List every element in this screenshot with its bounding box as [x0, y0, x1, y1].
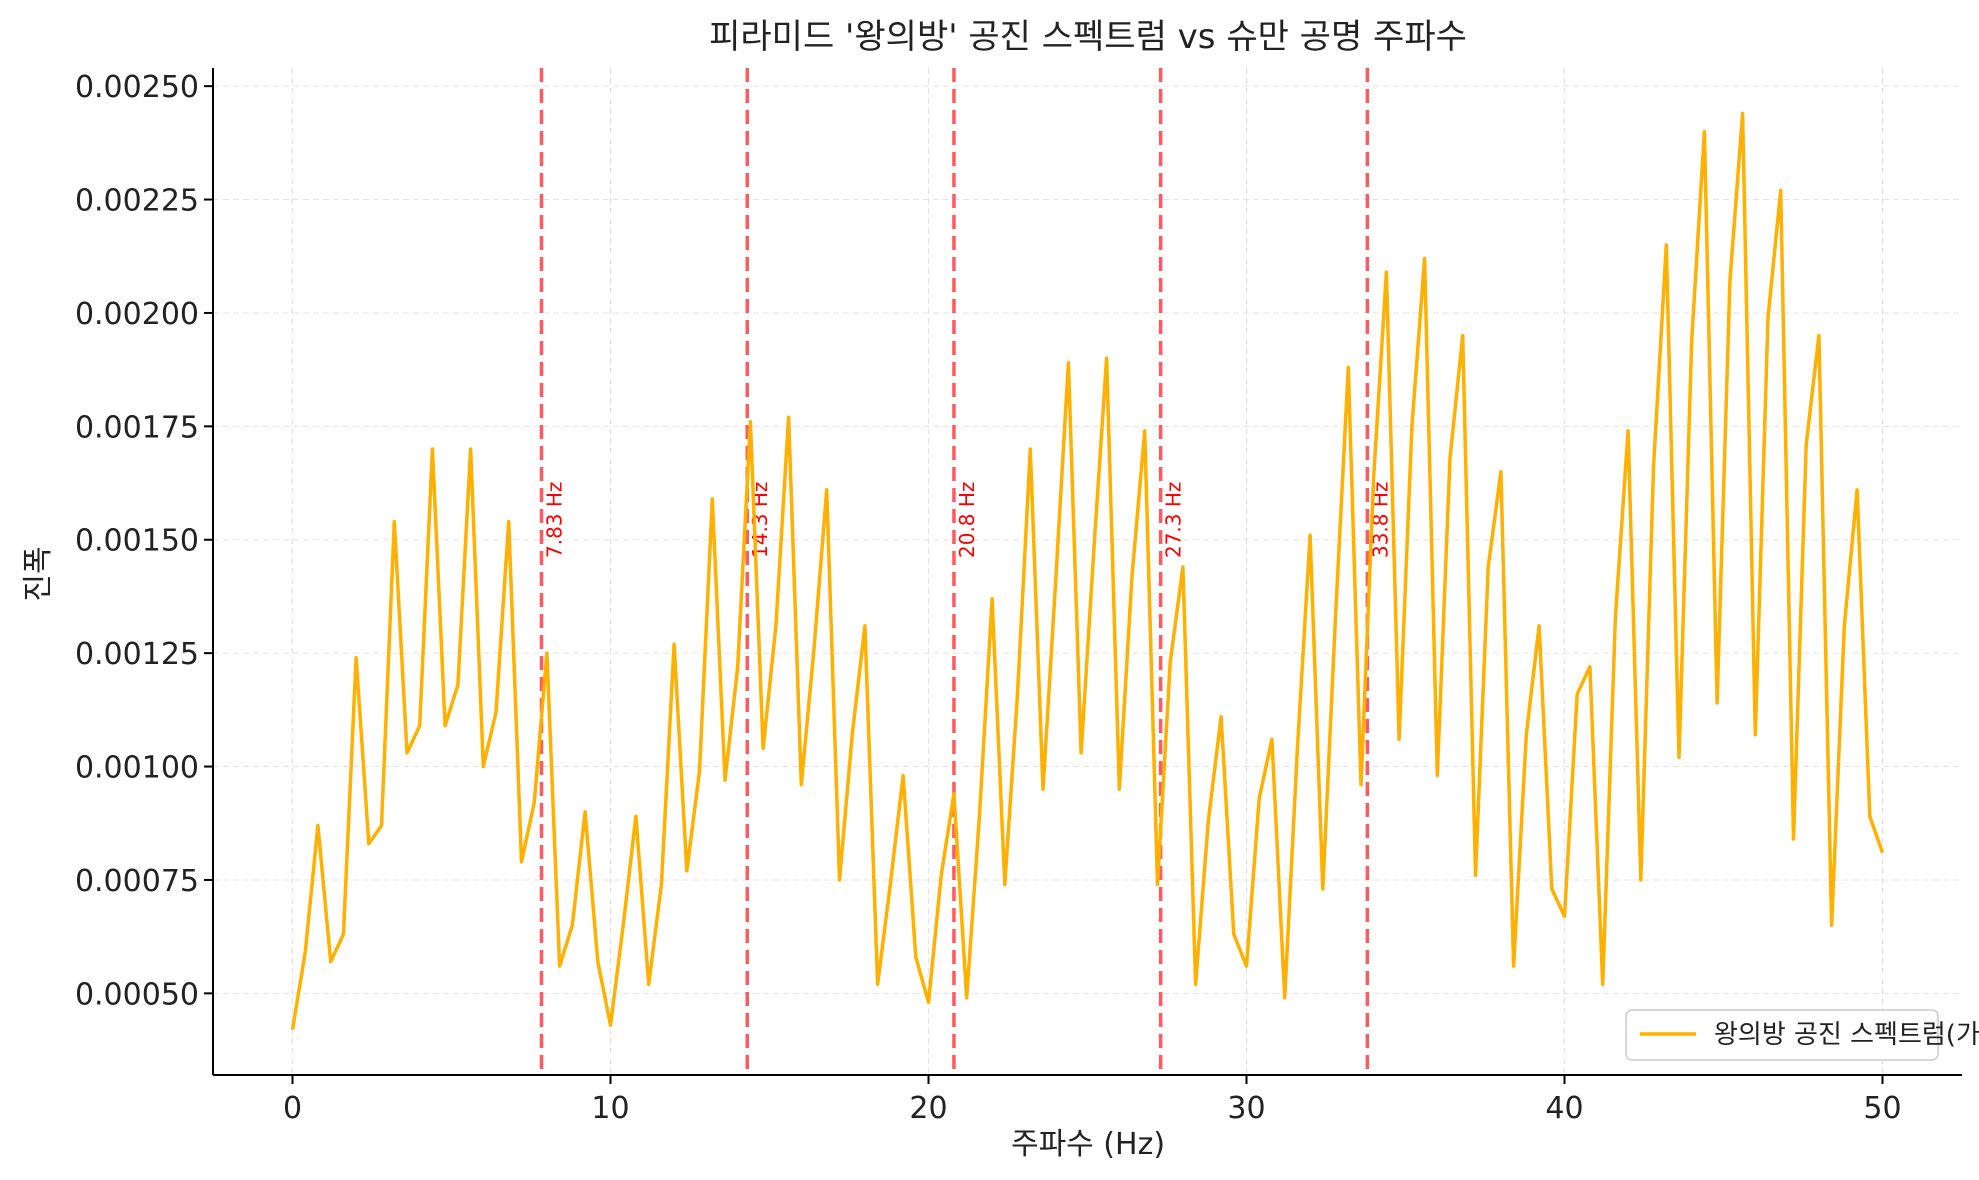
x-tick-label: 40: [1545, 1091, 1583, 1126]
legend-label: 왕의방 공진 스펙트럼(가상): [1714, 1020, 1979, 1050]
y-tick-label: 0.00100: [75, 751, 199, 786]
y-tick-label: 0.00150: [75, 524, 199, 559]
series-line-0: [290, 111, 1885, 1030]
y-tick-label: 0.00050: [75, 977, 199, 1012]
x-axis-title: 주파수 (Hz): [1011, 1127, 1165, 1162]
resonance-line-label: 20.8 Hz: [955, 482, 979, 558]
x-tick-label: 0: [283, 1091, 302, 1126]
legend-box: [1625, 1009, 1939, 1061]
resonance-line-label: 7.83 Hz: [542, 482, 566, 558]
legend: 왕의방 공진 스펙트럼(가상): [1625, 1009, 1979, 1061]
y-tick-label: 0.00250: [75, 70, 199, 105]
y-tick-label: 0.00175: [75, 410, 199, 445]
y-tick-label: 0.00125: [75, 637, 199, 672]
x-tick-label: 30: [1227, 1091, 1265, 1126]
resonance-lines: 7.83 Hz 14.3 Hz 20.8 Hz 27.3 Hz 33.8 Hz: [539, 68, 1392, 1075]
resonance-line-label: 27.3 Hz: [1162, 482, 1186, 558]
x-tick-label: 50: [1863, 1091, 1901, 1126]
y-axis-title: 진폭: [21, 546, 56, 601]
series-layer: [290, 111, 1885, 1030]
axes: 0 10 20 30 40 50 0.00050 0.00075 0.00100 0.00125 0…: [75, 68, 1962, 1126]
y-tick-label: 0.00075: [75, 864, 199, 899]
y-tick-label: 0.00200: [75, 297, 199, 332]
x-tick-label: 20: [909, 1091, 947, 1126]
chart-title: 피라미드 '왕의방' 공진 스펙트럼 vs 슈만 공명 주파수: [709, 17, 1467, 57]
x-tick-label: 10: [591, 1091, 629, 1126]
y-tick-label: 0.00225: [75, 184, 199, 219]
